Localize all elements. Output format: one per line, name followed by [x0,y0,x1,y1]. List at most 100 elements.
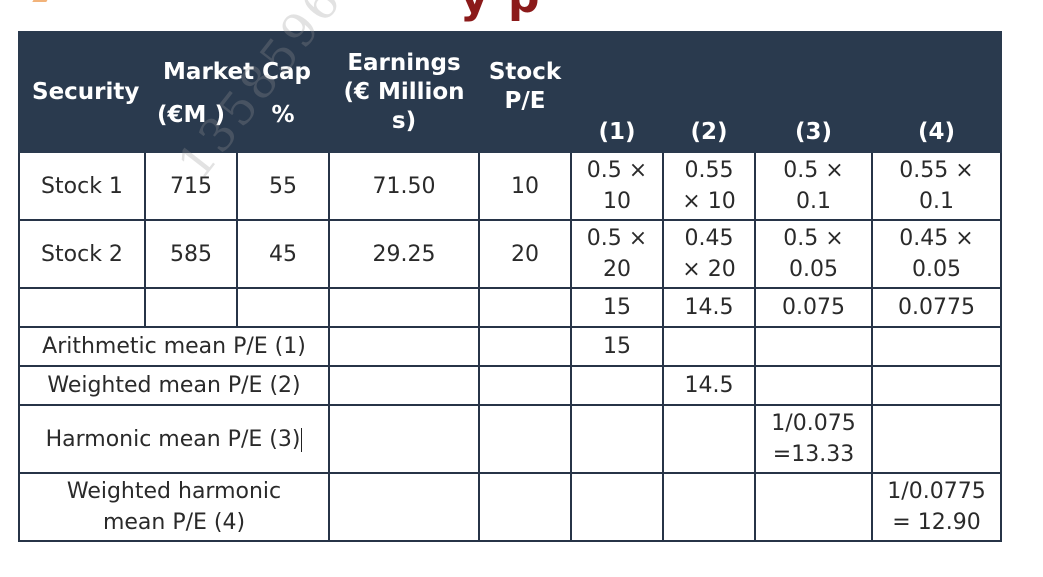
empty-cell [478,404,572,474]
weighted-harmonic-mean-label-line2: mean P/E (4) [102,510,246,535]
empty-cell [871,404,1002,474]
cell-col-4-line1: 0.45 × [899,226,974,251]
cell-col-3: 0.5 × 0.1 [754,151,873,221]
cell-col-4: 0.45 × 0.05 [871,219,1002,289]
empty-cell [478,365,572,406]
weighted-mean-row: Weighted mean P/E (2) 14.5 [18,365,1002,406]
table-row: Stock 2 585 45 29.25 20 0.5 × 20 0.45 × … [18,219,1002,289]
cell-col-4: 0.55 × 0.1 [871,151,1002,221]
table-row: Stock 1 715 55 71.50 10 0.5 × 10 0.55 × … [18,151,1002,221]
cell-col-2-line2: × 20 [682,257,736,282]
empty-cell [871,326,1002,367]
header-stock-pe: Stock P/E [478,31,572,153]
cell-earnings: 71.50 [328,151,480,221]
cell-market-cap-pct: 45 [236,219,330,289]
harmonic-mean-label-cell: Harmonic mean P/E (3) [18,404,330,474]
cell-col-2-line1: 0.45 [684,226,734,251]
weighted-harmonic-mean-value: 1/0.0775 = 12.90 [871,472,1002,542]
empty-cell [754,472,873,542]
sum-col-1: 15 [570,287,664,328]
sum-row: 15 14.5 0.075 0.0775 [18,287,1002,328]
cell-col-3-line2: 0.1 [796,189,831,214]
slide-title-fragment: y p [460,0,542,23]
sum-col-3: 0.075 [754,287,873,328]
header-market-cap: Market Cap [144,31,330,93]
empty-cell [18,287,146,328]
empty-cell [754,326,873,367]
header-security: Security [18,31,146,153]
empty-cell [144,287,238,328]
empty-cell [871,365,1002,406]
header-earnings-line2: (€ Million [343,78,465,105]
cell-col-3: 0.5 × 0.05 [754,219,873,289]
empty-cell [478,287,572,328]
text-cursor [301,427,303,452]
weighted-harmonic-mean-value-line1: 1/0.0775 [887,479,986,504]
pe-ratio-table: Security Market Cap Earnings (€ Million … [18,31,1002,542]
harmonic-mean-value-line2: =13.33 [772,442,855,467]
header-earnings-line3: s) [391,107,417,134]
weighted-mean-value: 14.5 [662,365,756,406]
empty-cell [328,326,480,367]
empty-cell [328,404,480,474]
empty-cell [328,287,480,328]
header-col-1: (1) [570,31,664,153]
cell-col-2-line1: 0.55 [684,158,734,183]
cell-col-2: 0.55 × 10 [662,151,756,221]
empty-cell [662,326,756,367]
empty-cell [570,404,664,474]
harmonic-mean-label: Harmonic mean P/E (3) [45,426,301,452]
header-market-cap-pct: % [236,91,330,153]
cell-stock-pe: 20 [478,219,572,289]
cell-col-2: 0.45 × 20 [662,219,756,289]
empty-cell [754,365,873,406]
empty-cell [236,287,330,328]
weighted-harmonic-mean-label-line1: Weighted harmonic [66,479,282,504]
cell-col-1: 0.5 × 20 [570,219,664,289]
header-col-4: (4) [871,31,1002,153]
empty-cell [328,365,480,406]
empty-cell [478,326,572,367]
cell-earnings: 29.25 [328,219,480,289]
header-stock-pe-line2: P/E [504,88,546,114]
cell-market-cap-em: 715 [144,151,238,221]
header-earnings: Earnings (€ Million s) [328,31,480,153]
weighted-mean-label: Weighted mean P/E (2) [18,365,330,406]
empty-cell [570,365,664,406]
arithmetic-mean-label: Arithmetic mean P/E (1) [18,326,330,367]
cell-col-2-line2: × 10 [682,189,736,214]
header-stock-pe-line1: Stock [488,59,562,85]
cell-stock-pe: 10 [478,151,572,221]
cell-col-3-line1: 0.5 × [783,226,844,251]
cell-col-1-line1: 0.5 × [586,158,648,183]
cell-security: Stock 1 [18,151,146,221]
empty-cell [328,472,480,542]
cell-market-cap-em: 585 [144,219,238,289]
cell-col-1: 0.5 × 10 [570,151,664,221]
header-market-cap-em: (€M ) [144,91,238,153]
cell-col-3-line2: 0.05 [789,257,838,282]
cell-col-1-line2: 10 [603,189,631,214]
cell-col-3-line1: 0.5 × [783,158,844,183]
cell-col-4-line2: 0.1 [919,189,954,214]
weighted-harmonic-mean-value-line2: = 12.90 [892,510,981,535]
sum-col-2: 14.5 [662,287,756,328]
cell-market-cap-pct: 55 [236,151,330,221]
cell-security: Stock 2 [18,219,146,289]
empty-cell [478,472,572,542]
weighted-harmonic-mean-label: Weighted harmonic mean P/E (4) [18,472,330,542]
cell-col-4-line2: 0.05 [912,257,961,282]
arithmetic-mean-value: 15 [570,326,664,367]
header-earnings-line1: Earnings [347,49,461,76]
cell-col-1-line1: 0.5 × [586,226,648,251]
cell-col-4-line1: 0.55 × [899,158,974,183]
header-col-2: (2) [662,31,756,153]
empty-cell [662,472,756,542]
harmonic-mean-value: 1/0.075 =13.33 [754,404,873,474]
empty-cell [662,404,756,474]
cell-col-1-line2: 20 [603,257,631,282]
decorative-accent [32,0,50,2]
sum-col-4: 0.0775 [871,287,1002,328]
arithmetic-mean-row: Arithmetic mean P/E (1) 15 [18,326,1002,367]
empty-cell [570,472,664,542]
